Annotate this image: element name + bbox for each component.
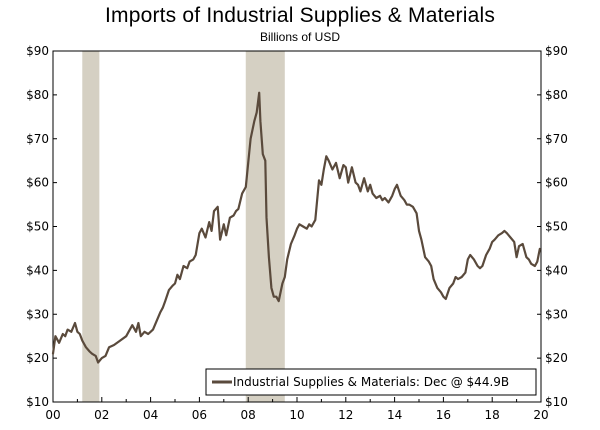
x-tick-label: 06: [192, 408, 207, 422]
x-tick-label: 08: [241, 408, 256, 422]
chart-title: Imports of Industrial Supplies & Materia…: [104, 4, 496, 27]
y-tick-label-right: $90: [545, 44, 568, 58]
y-tick-label-right: $60: [545, 176, 568, 190]
y-tick-label-left: $80: [26, 88, 49, 102]
x-tick-label: 12: [338, 408, 353, 422]
y-tick-label-left: $30: [26, 307, 49, 321]
x-tick-label: 20: [533, 408, 548, 422]
y-tick-label-left: $40: [26, 263, 49, 277]
y-tick-label-right: $20: [545, 351, 568, 365]
series-line-1: [51, 91, 541, 364]
x-tick-label: 00: [45, 408, 60, 422]
legend-label: Industrial Supplies & Materials: Dec @ $…: [233, 375, 509, 389]
y-tick-label-left: $50: [26, 220, 49, 234]
y-tick-label-left: $70: [26, 132, 49, 146]
axis-ticks: $10 $10 $20 $20 $30 $30 $40 $40 $50 $50 $60 $60 $70 $…: [26, 44, 568, 422]
series-layer: [51, 91, 541, 364]
y-tick-label-left: $10: [26, 395, 49, 409]
recession-band-2: [245, 51, 285, 402]
legend: Industrial Supplies & Materials: Dec @ $…: [205, 368, 537, 396]
y-tick-label-right: $40: [545, 263, 568, 277]
recession-shading: [82, 51, 285, 402]
y-tick-label-left: $60: [26, 176, 49, 190]
x-tick-label: 16: [436, 408, 451, 422]
y-tick-label-right: $70: [545, 132, 568, 146]
x-tick-label: 02: [94, 408, 109, 422]
y-tick-label-right: $80: [545, 88, 568, 102]
legend-box: [205, 368, 537, 396]
x-tick-label: 14: [387, 408, 402, 422]
chart-subtitle: Billions of USD: [259, 30, 341, 44]
recession-band-1: [82, 51, 100, 402]
y-tick-label-left: $20: [26, 351, 49, 365]
x-tick-label: 10: [289, 408, 304, 422]
y-tick-label-right: $50: [545, 220, 568, 234]
y-tick-label-right: $30: [545, 307, 568, 321]
x-tick-label: 18: [485, 408, 500, 422]
y-tick-label-left: $90: [26, 44, 49, 58]
x-tick-label: 04: [143, 408, 158, 422]
y-tick-label-right: $10: [545, 395, 568, 409]
